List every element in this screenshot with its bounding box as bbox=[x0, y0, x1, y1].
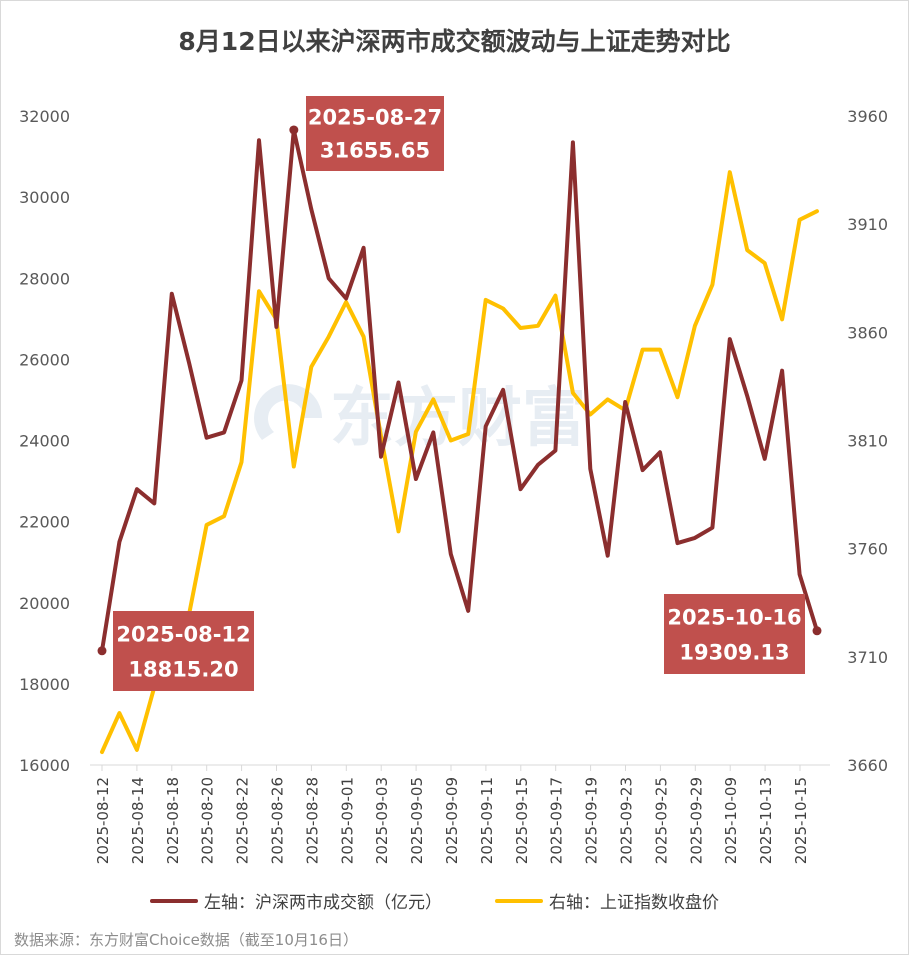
annotation-date: 2025-08-12 bbox=[116, 622, 250, 646]
x-tick-label: 2025-09-03 bbox=[373, 777, 391, 864]
left-axis-tick-label: 20000 bbox=[19, 594, 70, 613]
left-axis-ticks: 16000 18000 20000 22000 24000 26000 28000 30000… bbox=[19, 107, 70, 775]
annotation-value: 19309.13 bbox=[679, 641, 789, 665]
left-axis-tick-label: 22000 bbox=[19, 513, 70, 532]
x-tick-label: 2025-09-01 bbox=[338, 777, 356, 864]
legend-label-index: 右轴：上证指数收盘价 bbox=[549, 893, 719, 913]
right-axis-ticks: 3660 3710 3760 3810 3860 3910 3960 bbox=[847, 107, 888, 775]
left-axis-tick-label: 30000 bbox=[19, 188, 70, 207]
x-tick-label: 2025-08-14 bbox=[129, 777, 147, 864]
x-tick-label: 2025-09-15 bbox=[513, 777, 531, 864]
x-tick-label: 2025-09-05 bbox=[408, 777, 426, 864]
legend-item-turnover[interactable]: 左轴：沪深两市成交额（亿元） bbox=[150, 888, 442, 913]
legend: 左轴：沪深两市成交额（亿元） 右轴：上证指数收盘价 bbox=[0, 888, 909, 918]
left-axis-tick-label: 32000 bbox=[19, 107, 70, 126]
chart-canvas: 东方财富 16000 18000 20000 22000 24000 26000 28000… bbox=[19, 96, 888, 864]
annotation-box bbox=[113, 611, 254, 691]
legend-label-turnover: 左轴：沪深两市成交额（亿元） bbox=[204, 893, 442, 913]
chart-title: 8月12日以来沪深两市成交额波动与上证走势对比 bbox=[178, 27, 731, 56]
series-line-turnover[interactable] bbox=[100, 128, 819, 653]
annotation-marker[interactable] bbox=[812, 626, 822, 636]
right-axis-tick-label: 3660 bbox=[847, 756, 888, 775]
right-axis-tick-label: 3810 bbox=[847, 432, 888, 451]
x-tick-label: 2025-08-22 bbox=[234, 777, 252, 864]
left-axis-tick-label: 18000 bbox=[19, 675, 70, 694]
left-axis-tick-label: 26000 bbox=[19, 350, 70, 369]
x-tick-label: 2025-10-15 bbox=[792, 777, 810, 864]
right-axis-tick-label: 3910 bbox=[847, 215, 888, 234]
x-tick-label: 2025-08-28 bbox=[303, 777, 321, 864]
x-tick-label: 2025-08-26 bbox=[269, 777, 287, 864]
annotation-box bbox=[306, 96, 444, 171]
annotation-box bbox=[664, 594, 805, 674]
right-axis-tick-label: 3760 bbox=[847, 540, 888, 559]
x-tick-label: 2025-09-11 bbox=[478, 777, 496, 864]
x-tick-label: 2025-10-13 bbox=[757, 777, 775, 864]
right-axis-tick-label: 3710 bbox=[847, 648, 888, 667]
x-tick-label: 2025-09-09 bbox=[443, 777, 461, 864]
legend-swatch-index bbox=[495, 898, 543, 903]
right-axis-tick-label: 3960 bbox=[847, 107, 888, 126]
series-line-index[interactable] bbox=[100, 170, 819, 754]
source-note: 数据来源：东方财富Choice数据（截至10月16日） bbox=[14, 931, 358, 949]
annotation-marker[interactable] bbox=[97, 646, 107, 656]
x-tick-label: 2025-09-19 bbox=[583, 777, 601, 864]
x-tick-label: 2025-09-17 bbox=[548, 777, 566, 864]
x-tick-label: 2025-09-29 bbox=[687, 777, 705, 864]
left-axis-tick-label: 28000 bbox=[19, 269, 70, 288]
legend-swatch-turnover bbox=[150, 898, 198, 903]
watermark-text: 东方财富 bbox=[330, 382, 586, 456]
x-tick-label: 2025-09-23 bbox=[618, 777, 636, 864]
left-axis-tick-label: 24000 bbox=[19, 432, 70, 451]
series-layer bbox=[100, 128, 819, 754]
x-tick-label: 2025-09-25 bbox=[652, 777, 670, 864]
annotations-layer: 2025-08-12 18815.20 2025-08-27 31655.65 2025… bbox=[97, 96, 822, 691]
x-tick-label: 2025-08-20 bbox=[199, 777, 217, 864]
legend-item-index[interactable]: 右轴：上证指数收盘价 bbox=[495, 888, 719, 913]
x-axis-ticks: 2025-08-12 2025-08-14 2025-08-18 2025-08-20… bbox=[94, 765, 810, 864]
annotation-date: 2025-10-16 bbox=[667, 605, 801, 629]
left-axis-tick-label: 16000 bbox=[19, 756, 70, 775]
right-axis-tick-label: 3860 bbox=[847, 323, 888, 342]
x-tick-label: 2025-10-09 bbox=[722, 777, 740, 864]
annotation-marker[interactable] bbox=[289, 125, 299, 135]
annotation-value: 18815.20 bbox=[128, 658, 238, 682]
x-tick-label: 2025-08-12 bbox=[94, 777, 112, 864]
annotation-value: 31655.65 bbox=[320, 139, 430, 163]
x-tick-label: 2025-08-18 bbox=[164, 777, 182, 864]
annotation-date: 2025-08-27 bbox=[308, 106, 442, 130]
